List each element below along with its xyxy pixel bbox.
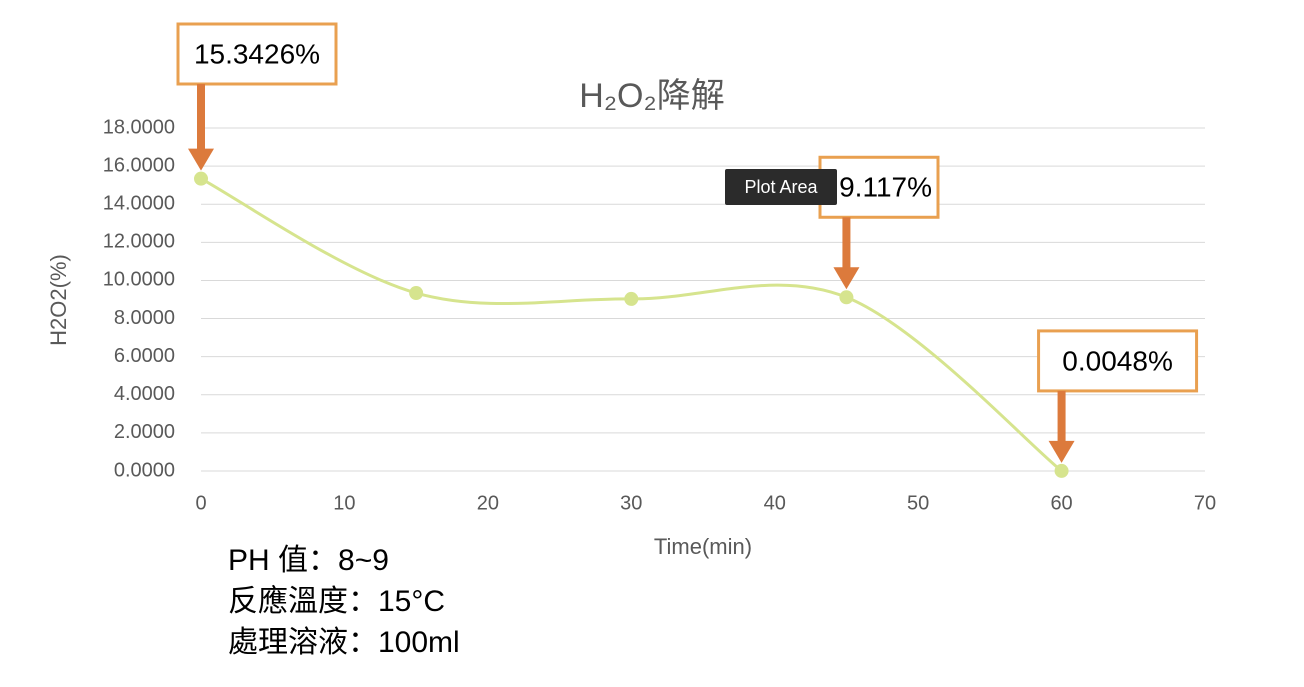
x-tick-label: 60 — [1050, 492, 1072, 514]
annotation-label: 15.3426% — [194, 38, 320, 69]
annotation-box — [176, 22, 338, 86]
x-tick-label: 50 — [907, 492, 929, 514]
y-tick-label: 18.0000 — [103, 116, 175, 138]
annotation-label: 9.117% — [839, 172, 932, 203]
y-tick-label: 4.0000 — [114, 383, 175, 405]
x-tick-label: 10 — [333, 492, 355, 514]
annotation-arrow-shaft — [197, 84, 205, 151]
y-tick-label: 8.0000 — [114, 307, 175, 329]
tooltip: Plot Area — [744, 177, 818, 197]
y-tick-label: 0.0000 — [114, 459, 175, 481]
x-tick-label: 70 — [1194, 492, 1216, 514]
tooltip-box — [725, 169, 837, 205]
y-tick-label: 16.0000 — [103, 154, 175, 176]
annotation-arrow-shaft — [1057, 390, 1066, 443]
y-tick-label: 14.0000 — [103, 193, 175, 215]
y-tick-label: 6.0000 — [114, 345, 175, 367]
y-axis-label: H2O2(%) — [46, 254, 71, 346]
x-axis-label: Time(min) — [654, 534, 752, 559]
note: 反應溫度：15°C — [228, 585, 445, 618]
y-tick-label: 2.0000 — [114, 421, 175, 443]
x-tick-label: 40 — [764, 492, 786, 514]
annotation-label: 0.0048% — [1062, 345, 1173, 376]
data-line — [200, 177, 1063, 473]
y-tick-label: 12.0000 — [103, 231, 175, 253]
x-tick-label: 0 — [195, 492, 206, 514]
y-tick-label: 10.0000 — [103, 269, 175, 291]
annotation-arrow-shaft — [842, 217, 851, 270]
annotation-arrowhead — [188, 148, 214, 171]
data-point — [624, 291, 639, 306]
data-point — [839, 290, 854, 305]
note: 處理溶液：100ml — [228, 626, 460, 659]
data-point — [409, 286, 424, 301]
annotation-arrowhead — [1048, 440, 1075, 463]
annotation-arrowhead — [833, 267, 860, 290]
annotation-box — [1037, 329, 1199, 393]
x-tick-label: 20 — [477, 492, 499, 514]
data-point — [194, 171, 208, 186]
note: PH 值：8~9 — [228, 544, 389, 577]
x-tick-label: 30 — [620, 492, 642, 514]
chart-title: H₂O₂降解 — [579, 77, 724, 115]
data-point — [1054, 463, 1069, 478]
